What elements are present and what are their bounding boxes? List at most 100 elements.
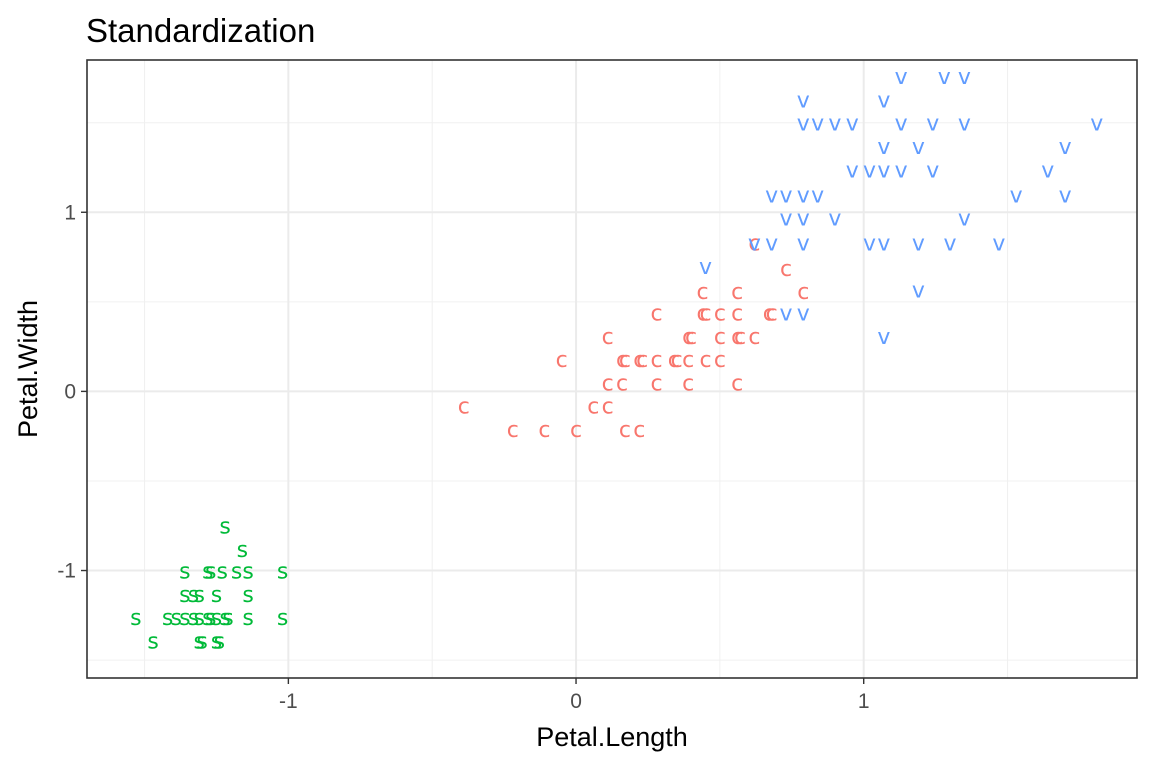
data-point-c: c	[714, 348, 726, 373]
data-point-v: v	[895, 158, 908, 183]
data-point-v: v	[877, 135, 890, 160]
data-point-s: s	[130, 606, 141, 631]
data-point-s: s	[277, 606, 288, 631]
data-point-c: c	[797, 280, 809, 305]
data-point-v: v	[780, 302, 793, 327]
data-point-v: v	[912, 135, 925, 160]
data-point-c: c	[651, 302, 663, 327]
data-point-s: s	[231, 560, 242, 585]
data-point-s: s	[162, 606, 173, 631]
data-point-c: c	[602, 371, 614, 396]
data-point-s: s	[193, 629, 204, 654]
data-point-s: s	[211, 606, 222, 631]
data-point-v: v	[797, 207, 810, 232]
data-point-v: v	[958, 112, 971, 137]
data-point-c: c	[748, 232, 760, 257]
data-point-c: c	[734, 325, 746, 350]
data-point-c: c	[651, 348, 663, 373]
data-point-s: s	[193, 583, 204, 608]
data-point-s: s	[242, 606, 253, 631]
data-point-v: v	[958, 65, 971, 90]
y-tick-label: 1	[64, 201, 76, 224]
data-point-v: v	[895, 112, 908, 137]
data-point-s: s	[196, 629, 207, 654]
data-point-v: v	[877, 232, 890, 257]
data-point-c: c	[731, 325, 743, 350]
data-point-s: s	[211, 583, 222, 608]
data-point-c: c	[538, 418, 550, 443]
grid-lines	[87, 60, 1137, 678]
data-point-v: v	[797, 232, 810, 257]
data-point-c: c	[748, 325, 760, 350]
x-tick-label: 0	[570, 690, 582, 713]
data-point-c: c	[714, 325, 726, 350]
data-point-v: v	[748, 232, 761, 257]
data-point-c: c	[682, 348, 694, 373]
data-point-v: v	[943, 232, 956, 257]
data-point-v: v	[780, 207, 793, 232]
data-point-v: v	[797, 112, 810, 137]
data-point-s: s	[205, 606, 216, 631]
data-point-s: s	[202, 560, 213, 585]
data-point-s: s	[277, 560, 288, 585]
data-point-v: v	[1010, 183, 1023, 208]
data-point-c: c	[763, 302, 775, 327]
data-point-c: c	[633, 418, 645, 443]
data-point-s: s	[188, 606, 199, 631]
data-point-c: c	[682, 371, 694, 396]
data-point-c: c	[602, 325, 614, 350]
data-point-c: c	[731, 302, 743, 327]
data-point-c: c	[714, 302, 726, 327]
data-point-s: s	[219, 515, 230, 540]
y-axis-title: Petal.Width	[13, 300, 43, 438]
data-point-v: v	[780, 183, 793, 208]
data-point-c: c	[507, 418, 519, 443]
data-point-v: v	[926, 158, 939, 183]
data-point-c: c	[633, 348, 645, 373]
x-tick-label: 1	[858, 690, 870, 713]
data-point-c: c	[619, 348, 631, 373]
data-point-c: c	[682, 325, 694, 350]
data-point-c: c	[699, 348, 711, 373]
data-point-v: v	[958, 207, 971, 232]
data-point-v: v	[912, 232, 925, 257]
data-point-c: c	[671, 348, 683, 373]
data-point-s: s	[242, 560, 253, 585]
data-point-v: v	[1090, 112, 1103, 137]
y-tick-label: 0	[64, 380, 76, 403]
data-point-s: s	[205, 560, 216, 585]
data-point-v: v	[912, 278, 925, 303]
data-point-v: v	[765, 183, 778, 208]
data-point-s: s	[188, 583, 199, 608]
x-axis-title: Petal.Length	[536, 722, 688, 752]
data-point-c: c	[636, 348, 648, 373]
data-point-s: s	[202, 606, 213, 631]
data-point-v: v	[797, 302, 810, 327]
data-point-c: c	[766, 302, 778, 327]
data-point-v: v	[811, 183, 824, 208]
data-point-v: v	[765, 232, 778, 257]
data-point-c: c	[697, 280, 709, 305]
data-point-v: v	[926, 112, 939, 137]
data-point-v: v	[1041, 158, 1054, 183]
data-point-v: v	[797, 88, 810, 113]
data-point-v: v	[938, 65, 951, 90]
data-point-s: s	[211, 629, 222, 654]
data-point-s: s	[242, 583, 253, 608]
data-point-c: c	[731, 280, 743, 305]
data-point-c: c	[619, 418, 631, 443]
data-point-c: c	[616, 371, 628, 396]
data-point-v: v	[797, 183, 810, 208]
data-point-s: s	[147, 629, 158, 654]
data-point-s: s	[216, 560, 227, 585]
data-point-v: v	[895, 65, 908, 90]
data-point-v: v	[877, 325, 890, 350]
data-point-s: s	[179, 583, 190, 608]
data-point-v: v	[811, 112, 824, 137]
data-point-c: c	[685, 325, 697, 350]
data-point-c: c	[570, 418, 582, 443]
data-point-v: v	[863, 158, 876, 183]
data-point-s: s	[219, 606, 230, 631]
